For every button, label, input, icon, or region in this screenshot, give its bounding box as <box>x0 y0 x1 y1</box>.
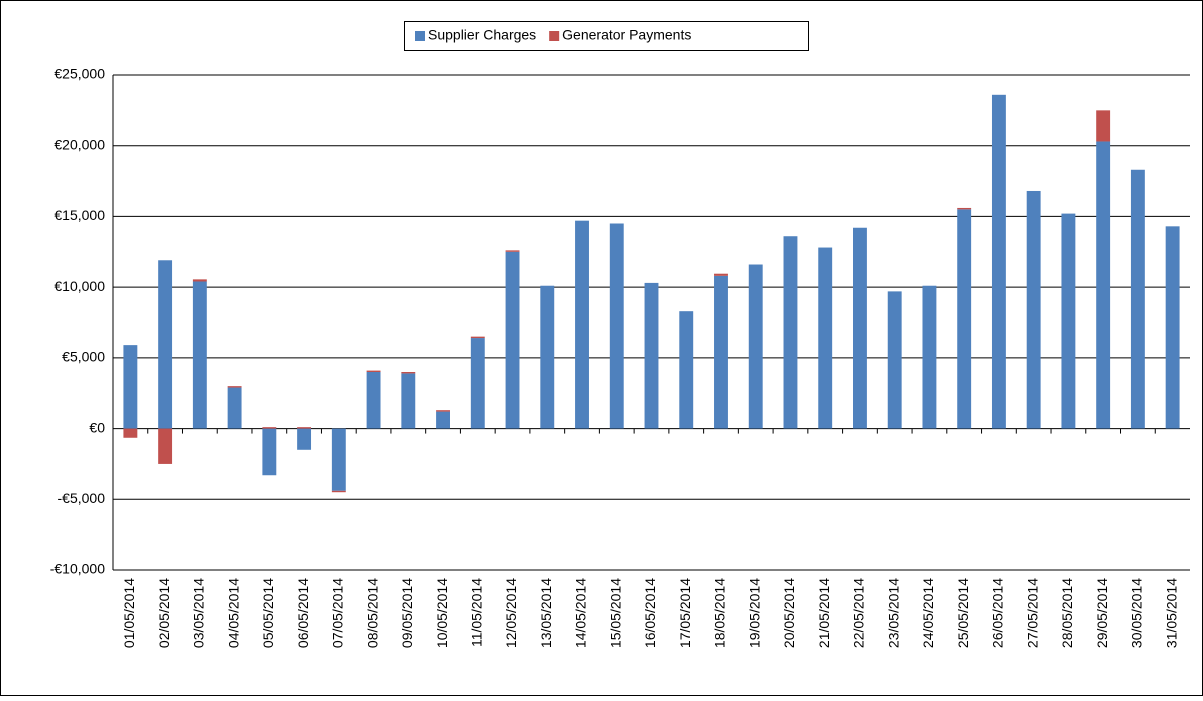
bar <box>505 250 520 252</box>
x-tick-label: 06/05/2014 <box>295 578 311 648</box>
bar <box>922 285 937 429</box>
bar <box>470 336 485 339</box>
x-tick-label: 10/05/2014 <box>434 578 450 648</box>
bar <box>297 428 312 450</box>
bar <box>1026 190 1041 429</box>
x-tick-label: 03/05/2014 <box>191 578 207 648</box>
bar <box>262 427 277 429</box>
legend-box <box>404 21 809 51</box>
x-tick-label: 17/05/2014 <box>677 578 693 648</box>
y-tick-label: €25,000 <box>54 66 105 82</box>
bar <box>505 251 520 429</box>
x-tick-label: 12/05/2014 <box>503 578 519 648</box>
x-tick-label: 24/05/2014 <box>920 578 936 648</box>
legend-label: Generator Payments <box>562 27 691 43</box>
y-tick-label: -€10,000 <box>50 561 105 577</box>
bar <box>192 281 207 429</box>
y-tick-label: -€5,000 <box>58 490 106 506</box>
bar <box>331 428 346 491</box>
bar <box>575 220 589 429</box>
bar <box>609 223 624 429</box>
bar <box>957 209 972 429</box>
x-tick-label: 05/05/2014 <box>260 578 276 648</box>
bar <box>853 227 867 429</box>
x-tick-label: 15/05/2014 <box>607 578 623 648</box>
bar <box>158 260 173 429</box>
x-tick-label: 25/05/2014 <box>955 578 971 648</box>
x-tick-label: 09/05/2014 <box>399 578 415 648</box>
legend-swatch <box>415 31 425 41</box>
bar <box>957 207 972 210</box>
bar <box>123 428 138 438</box>
bar <box>227 386 242 388</box>
x-tick-label: 30/05/2014 <box>1129 578 1145 648</box>
bar <box>1061 213 1076 429</box>
y-tick-label: €0 <box>89 419 105 435</box>
x-tick-label: 14/05/2014 <box>573 578 589 648</box>
bar <box>714 273 728 276</box>
bar <box>436 410 450 412</box>
bar <box>679 311 694 429</box>
x-tick-label: 13/05/2014 <box>538 578 554 648</box>
bar <box>366 370 381 372</box>
bar <box>123 345 138 429</box>
bar <box>470 338 485 429</box>
bar <box>297 427 312 429</box>
bar <box>192 279 207 282</box>
bar <box>401 372 416 374</box>
bar <box>1096 110 1111 142</box>
x-tick-label: 07/05/2014 <box>330 578 346 648</box>
x-tick-label: 21/05/2014 <box>816 578 832 648</box>
bar <box>783 236 798 429</box>
legend-label: Supplier Charges <box>428 27 536 43</box>
y-tick-label: €10,000 <box>54 278 105 294</box>
bar <box>991 94 1006 429</box>
bar <box>818 247 833 429</box>
bar <box>158 428 173 464</box>
bar <box>644 282 659 429</box>
bar <box>262 428 277 476</box>
bar <box>714 275 728 429</box>
x-tick-label: 11/05/2014 <box>468 578 484 647</box>
x-tick-label: 29/05/2014 <box>1094 578 1110 648</box>
bar <box>748 264 763 429</box>
x-tick-label: 22/05/2014 <box>851 578 867 648</box>
x-tick-label: 26/05/2014 <box>990 578 1006 648</box>
bar <box>540 285 555 429</box>
y-tick-label: €20,000 <box>54 136 105 152</box>
x-tick-label: 16/05/2014 <box>642 578 658 648</box>
x-tick-label: 31/05/2014 <box>1163 578 1179 648</box>
bar <box>366 372 381 429</box>
x-tick-label: 01/05/2014 <box>121 578 137 648</box>
bar <box>227 387 242 429</box>
bar <box>1096 141 1111 429</box>
x-tick-label: 23/05/2014 <box>885 578 901 648</box>
bar <box>1165 226 1180 429</box>
x-tick-label: 20/05/2014 <box>781 578 797 648</box>
bar <box>401 373 416 429</box>
x-tick-label: 28/05/2014 <box>1059 578 1075 648</box>
x-tick-label: 18/05/2014 <box>712 578 728 648</box>
x-tick-label: 27/05/2014 <box>1024 578 1040 648</box>
y-tick-label: €5,000 <box>62 349 105 365</box>
x-tick-label: 02/05/2014 <box>156 578 172 648</box>
bar <box>887 291 902 429</box>
bar <box>331 490 346 493</box>
bar <box>436 411 450 429</box>
bar <box>1130 169 1145 429</box>
legend-swatch <box>549 31 560 41</box>
x-tick-label: 19/05/2014 <box>746 578 762 648</box>
y-tick-label: €15,000 <box>54 207 105 223</box>
x-tick-label: 04/05/2014 <box>225 578 241 648</box>
x-tick-label: 08/05/2014 <box>364 578 380 648</box>
